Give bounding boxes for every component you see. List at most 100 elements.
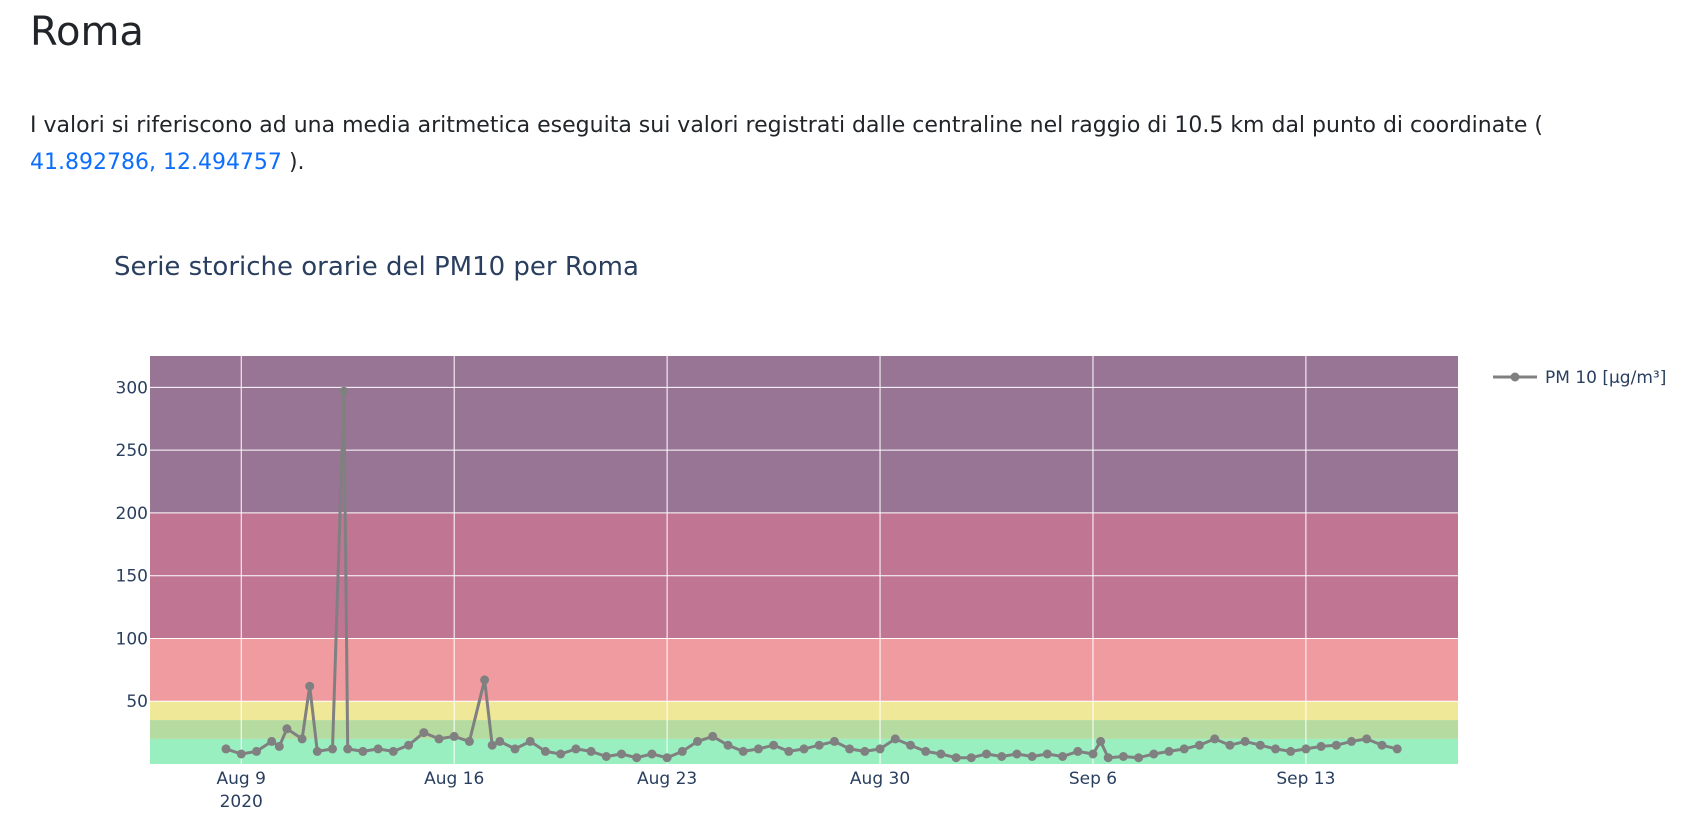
y-axis: 50 100 150 200 250 300 bbox=[116, 378, 148, 712]
legend-marker-icon bbox=[1510, 372, 1520, 382]
data-point bbox=[1225, 740, 1235, 750]
x-tick-label: Aug 23 bbox=[637, 769, 697, 789]
data-point bbox=[997, 752, 1007, 761]
data-point bbox=[617, 749, 626, 759]
data-point bbox=[1042, 749, 1052, 759]
data-point bbox=[267, 736, 277, 746]
data-point bbox=[571, 744, 581, 754]
data-point bbox=[890, 734, 900, 744]
grid-lines bbox=[150, 356, 1458, 764]
data-point bbox=[1392, 744, 1402, 754]
data-point bbox=[388, 746, 398, 756]
x-tick-label: Aug 9 bbox=[217, 769, 266, 789]
data-point bbox=[1134, 753, 1144, 763]
data-point bbox=[769, 740, 779, 750]
data-point bbox=[677, 746, 687, 756]
x-tick-sublabel: 2020 bbox=[220, 792, 263, 812]
data-point bbox=[799, 744, 809, 754]
data-point bbox=[829, 736, 839, 746]
page-title: Roma bbox=[30, 9, 144, 55]
data-point bbox=[951, 753, 961, 763]
data-point bbox=[1103, 753, 1113, 763]
data-point bbox=[495, 736, 505, 746]
data-point bbox=[1347, 736, 1356, 746]
data-point bbox=[966, 753, 976, 763]
data-point bbox=[358, 746, 368, 756]
data-point bbox=[434, 734, 444, 744]
data-point bbox=[723, 740, 733, 750]
x-tick-label: Aug 30 bbox=[850, 769, 910, 789]
y-tick-label: 200 bbox=[116, 504, 148, 524]
data-point bbox=[1164, 746, 1174, 756]
data-point bbox=[1271, 744, 1280, 754]
data-point bbox=[936, 749, 946, 759]
legend-label: PM 10 [µg/m³] bbox=[1545, 368, 1666, 388]
data-point bbox=[525, 736, 535, 746]
data-point bbox=[601, 752, 611, 761]
data-point bbox=[343, 744, 353, 754]
data-point bbox=[1362, 734, 1372, 744]
data-point bbox=[1210, 734, 1220, 744]
data-point bbox=[1073, 746, 1083, 756]
aqi-band-1 bbox=[150, 720, 1458, 739]
data-point bbox=[1027, 752, 1037, 761]
data-point bbox=[1012, 749, 1022, 759]
description-suffix: ). bbox=[288, 150, 305, 175]
data-point bbox=[1194, 740, 1204, 750]
data-point bbox=[510, 744, 520, 754]
data-point bbox=[1331, 740, 1341, 750]
data-point bbox=[312, 746, 322, 756]
legend[interactable]: PM 10 [µg/m³] bbox=[1493, 368, 1666, 388]
data-point bbox=[1149, 749, 1159, 759]
description-prefix: I valori si riferiscono ad una media ari… bbox=[30, 113, 1543, 138]
data-point bbox=[921, 746, 931, 756]
data-point bbox=[738, 746, 748, 756]
y-tick-label: 50 bbox=[126, 692, 148, 712]
data-point bbox=[305, 681, 315, 691]
data-point bbox=[875, 744, 885, 754]
data-point bbox=[1301, 744, 1311, 754]
x-tick-label: Sep 6 bbox=[1069, 769, 1117, 789]
data-point bbox=[845, 744, 855, 754]
data-point bbox=[274, 741, 284, 751]
data-point bbox=[328, 744, 337, 754]
data-point bbox=[1377, 740, 1387, 750]
y-tick-label: 250 bbox=[116, 441, 148, 461]
data-point bbox=[540, 746, 550, 756]
data-point bbox=[282, 724, 292, 734]
data-point bbox=[373, 744, 383, 754]
data-point bbox=[297, 734, 307, 744]
data-point bbox=[784, 746, 794, 756]
data-point bbox=[1316, 741, 1326, 751]
data-point bbox=[647, 749, 657, 759]
data-point bbox=[556, 749, 566, 759]
data-point bbox=[404, 740, 414, 750]
data-point bbox=[1286, 746, 1296, 756]
data-point bbox=[632, 753, 642, 763]
data-point bbox=[662, 753, 672, 763]
data-point bbox=[480, 675, 490, 685]
data-point bbox=[221, 744, 231, 754]
data-point bbox=[586, 746, 596, 756]
data-point bbox=[708, 731, 718, 741]
series-layer bbox=[221, 386, 1402, 763]
y-tick-label: 150 bbox=[116, 567, 148, 587]
data-point bbox=[464, 736, 474, 746]
x-tick-label: Aug 16 bbox=[424, 769, 484, 789]
data-point bbox=[339, 386, 349, 396]
data-point bbox=[1088, 749, 1098, 759]
coordinates-link[interactable]: 41.892786, 12.494757 bbox=[30, 150, 282, 175]
data-point bbox=[814, 740, 824, 750]
x-tick-label: Sep 13 bbox=[1276, 769, 1335, 789]
x-axis: Aug 9 2020 Aug 16 Aug 23 Aug 30 Sep 6 Sep 13 bbox=[217, 769, 1336, 812]
data-point bbox=[982, 749, 991, 759]
data-point bbox=[449, 731, 459, 741]
data-point bbox=[860, 746, 870, 756]
chart-title: Serie storiche orarie del PM10 per Roma bbox=[114, 252, 639, 282]
data-point bbox=[1058, 752, 1068, 761]
data-point bbox=[1118, 752, 1128, 761]
data-point bbox=[252, 746, 261, 756]
data-point bbox=[487, 740, 497, 750]
data-point bbox=[906, 740, 915, 750]
